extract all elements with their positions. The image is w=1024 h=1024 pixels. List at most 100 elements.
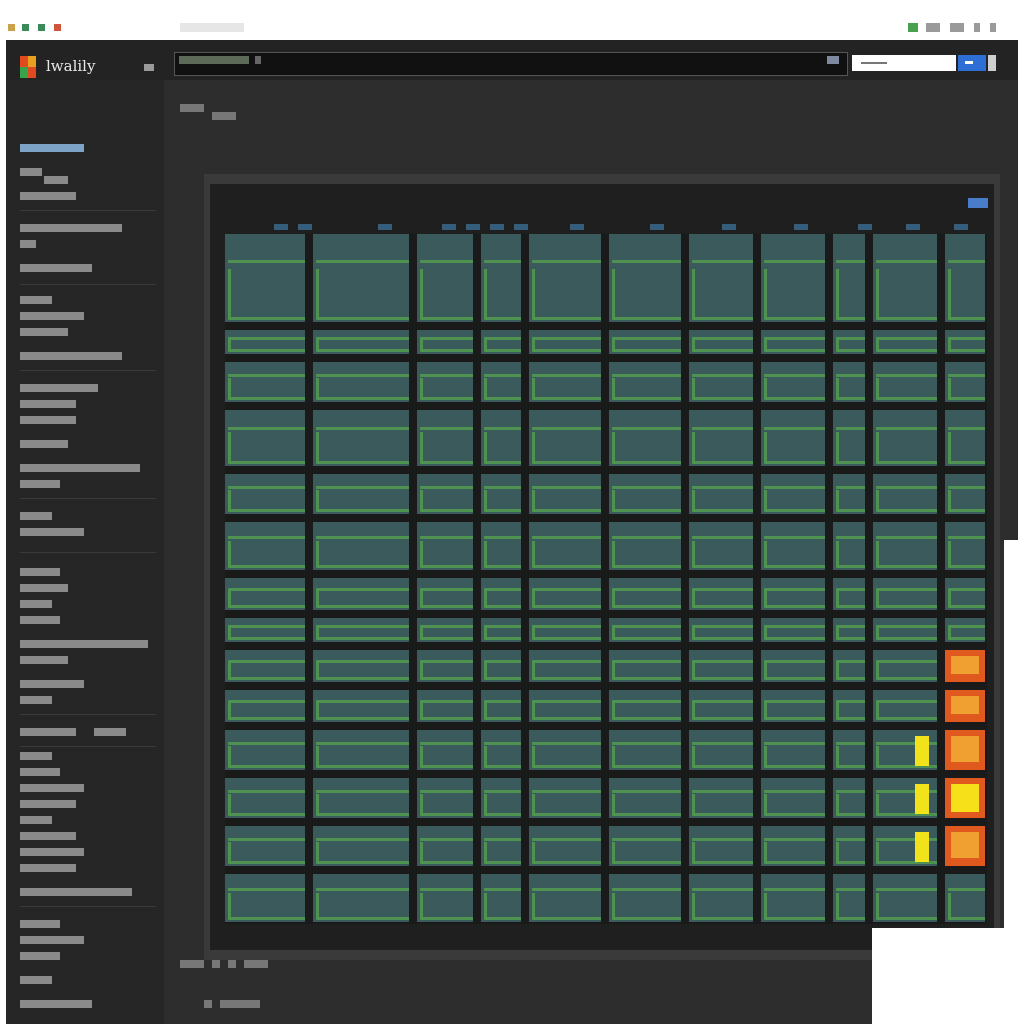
heatmap-cell[interactable] [313,690,409,722]
heatmap-cell[interactable] [225,826,305,866]
heatmap-cell[interactable] [417,690,473,722]
heatmap-cell[interactable] [689,730,753,770]
heatmap-cell[interactable] [761,578,825,610]
heatmap-cell[interactable] [689,234,753,322]
heatmap-cell[interactable] [529,618,601,642]
sidebar-item[interactable] [20,976,52,984]
heatmap-cell[interactable] [417,874,473,922]
heatmap-cell[interactable] [873,522,937,570]
heatmap-cell[interactable] [833,650,865,682]
heatmap-cell[interactable] [761,874,825,922]
close-icon[interactable] [990,23,996,32]
sidebar-item[interactable] [20,464,140,472]
heatmap-cell[interactable] [225,362,305,402]
heatmap-cell[interactable] [529,778,601,818]
heatmap-cell[interactable] [225,578,305,610]
sidebar-item[interactable] [20,512,52,520]
sidebar-item[interactable] [20,416,76,424]
heatmap-cell[interactable] [761,690,825,722]
heatmap-cell[interactable] [609,778,681,818]
sidebar-item[interactable] [20,568,60,576]
heatmap-cell[interactable] [529,362,601,402]
heatmap-cell[interactable] [761,234,825,322]
heatmap-cell[interactable] [761,522,825,570]
heatmap-cell[interactable] [609,410,681,466]
heatmap-cell[interactable] [481,522,521,570]
heatmap-cell[interactable] [873,410,937,466]
heatmap-cell[interactable] [945,874,985,922]
heatmap-cell[interactable] [945,578,985,610]
heatmap-cell[interactable] [609,730,681,770]
heatmap-cell[interactable] [529,826,601,866]
heatmap-cell[interactable] [313,874,409,922]
heatmap-cell[interactable] [873,690,937,722]
heatmap-cell[interactable] [417,234,473,322]
heatmap-cell[interactable] [481,578,521,610]
heatmap-cell[interactable] [417,778,473,818]
column-header[interactable] [490,224,504,230]
sidebar-item[interactable] [20,848,84,856]
heatmap-cell[interactable] [225,234,305,322]
heatmap-cell[interactable] [945,234,985,322]
sidebar-item[interactable] [20,696,52,704]
heatmap-cell[interactable] [833,474,865,514]
column-header[interactable] [722,224,736,230]
alert-marker[interactable] [915,832,929,862]
heatmap-cell[interactable] [945,330,985,354]
heatmap-cell[interactable] [529,522,601,570]
column-header[interactable] [514,224,528,230]
heatmap-cell[interactable] [313,778,409,818]
heatmap-cell[interactable] [417,618,473,642]
heatmap-cell[interactable] [609,690,681,722]
heatmap-cell[interactable] [609,826,681,866]
column-header[interactable] [442,224,456,230]
heatmap-cell[interactable] [945,650,985,682]
menu-icon[interactable] [144,64,154,71]
sidebar-item[interactable] [20,264,92,272]
heatmap-cell[interactable] [529,578,601,610]
heatmap-cell[interactable] [225,410,305,466]
heatmap-cell[interactable] [313,234,409,322]
column-header[interactable] [274,224,288,230]
heatmap-cell[interactable] [481,362,521,402]
sidebar-item[interactable] [20,680,84,688]
column-header[interactable] [650,224,664,230]
heatmap-cell[interactable] [945,522,985,570]
footer-item[interactable] [244,960,268,968]
heatmap-cell[interactable] [833,234,865,322]
heatmap-cell[interactable] [529,874,601,922]
sidebar-item[interactable] [20,1000,92,1008]
heatmap-cell[interactable] [313,522,409,570]
column-header[interactable] [570,224,584,230]
heatmap-cell[interactable] [945,778,985,818]
heatmap-cell[interactable] [529,410,601,466]
heatmap-cell[interactable] [761,410,825,466]
heatmap-cell[interactable] [873,362,937,402]
panel-toggle-button[interactable] [968,198,988,208]
heatmap-cell[interactable] [313,362,409,402]
column-header[interactable] [954,224,968,230]
heatmap-cell[interactable] [761,474,825,514]
sidebar-item[interactable] [20,656,68,664]
email-field[interactable] [852,55,956,71]
sidebar-item[interactable] [20,240,36,248]
heatmap-cell[interactable] [417,578,473,610]
heatmap-cell[interactable] [609,522,681,570]
sidebar-item[interactable] [20,640,148,648]
heatmap-cell[interactable] [873,874,937,922]
heatmap-cell[interactable] [689,650,753,682]
heatmap-cell[interactable] [481,234,521,322]
heatmap-cell[interactable] [833,690,865,722]
heatmap-cell[interactable] [529,730,601,770]
heatmap-cell[interactable] [609,618,681,642]
heatmap-cell[interactable] [609,234,681,322]
heatmap-cell[interactable] [761,730,825,770]
sidebar-item[interactable] [20,888,132,896]
heatmap-cell[interactable] [225,522,305,570]
toolbar-button[interactable] [926,23,940,32]
column-header[interactable] [794,224,808,230]
arrow-right-icon[interactable] [958,55,986,71]
heatmap-cell[interactable] [529,330,601,354]
sidebar-item[interactable] [20,616,60,624]
heatmap-cell[interactable] [313,474,409,514]
